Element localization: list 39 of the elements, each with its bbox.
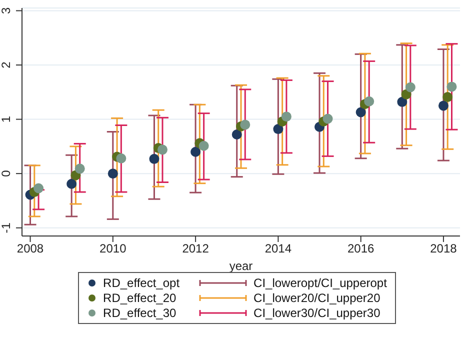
- x-tick-label: 2010: [100, 242, 127, 256]
- y-tick-label: -1: [0, 222, 13, 234]
- point: [401, 89, 412, 100]
- point: [190, 146, 201, 157]
- point: [232, 129, 242, 140]
- point: [356, 107, 366, 118]
- x-tick-label: 2016: [347, 242, 374, 256]
- point: [116, 153, 126, 164]
- point: [405, 82, 416, 92]
- point: [198, 140, 209, 151]
- point: [446, 82, 457, 92]
- y-tick-label: 2: [0, 61, 13, 68]
- legend-label: CI_lower20/CI_upper20: [254, 291, 380, 305]
- x-tick-label: 2018: [430, 242, 458, 256]
- x-tick-label: 2008: [16, 242, 44, 256]
- point: [157, 144, 168, 155]
- legend-label: RD_effect_30: [103, 306, 176, 320]
- x-tick-label: 2012: [182, 242, 210, 256]
- point: [273, 124, 284, 134]
- x-tick-label: 2014: [264, 242, 292, 256]
- legend-label: RD_effect_opt: [103, 276, 180, 290]
- legend-label: CI_lower30/CI_upper30: [254, 306, 380, 320]
- point: [438, 100, 448, 111]
- point: [364, 96, 374, 106]
- point: [281, 112, 292, 122]
- legend-label: CI_loweropt/CI_upperopt: [254, 276, 387, 290]
- point: [34, 183, 44, 194]
- y-tick-label: 1: [0, 116, 13, 123]
- y-tick-label: 3: [0, 7, 13, 14]
- point: [397, 96, 408, 107]
- point: [66, 178, 77, 189]
- point: [74, 164, 85, 174]
- legend-label: RD_effect_20: [103, 291, 176, 305]
- y-tick-label: 0: [0, 170, 13, 177]
- point: [149, 154, 160, 164]
- point: [442, 92, 453, 102]
- point: [108, 168, 118, 179]
- point: [240, 120, 250, 130]
- point: [322, 114, 333, 124]
